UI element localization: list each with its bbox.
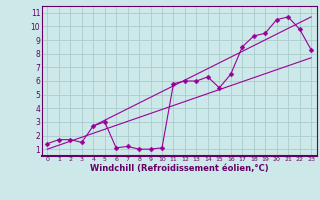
X-axis label: Windchill (Refroidissement éolien,°C): Windchill (Refroidissement éolien,°C) [90, 164, 268, 173]
